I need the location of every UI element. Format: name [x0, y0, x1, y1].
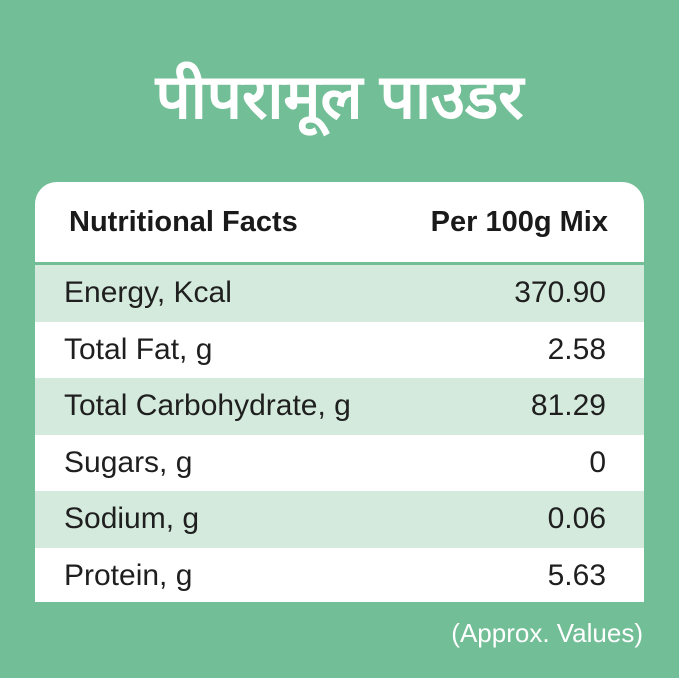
table-body: Energy, Kcal 370.90 Total Fat, g 2.58 Total …	[35, 265, 644, 602]
nutrient-name: Sugars, g	[64, 445, 193, 479]
table-header: Nutritional Facts Per 100g Mix	[35, 182, 644, 265]
title: पीपरामूल पाउडर	[155, 63, 524, 132]
nutrient-name: Total Carbohydrate, g	[64, 389, 351, 423]
table-row: Total Carbohydrate, g 81.29	[35, 378, 644, 435]
nutrient-value: 81.29	[530, 389, 606, 423]
table-row: Sodium, g 0.06	[35, 491, 644, 548]
table-row: Total Fat, g 2.58	[35, 322, 644, 379]
nutrient-name: Protein, g	[64, 558, 193, 592]
column-header: Per 100g Mix	[430, 205, 608, 238]
nutrient-value: 370.90	[514, 276, 606, 310]
nutrient-name: Energy, Kcal	[64, 276, 232, 310]
table-row: Protein, g 5.63	[35, 548, 644, 603]
nutrient-value: 0	[589, 445, 606, 479]
nutrient-value: 5.63	[547, 558, 606, 592]
nutrient-name: Total Fat, g	[64, 332, 213, 366]
table-row: Sugars, g 0	[35, 435, 644, 492]
nutrient-value: 2.58	[547, 332, 606, 366]
column-header: Nutritional Facts	[69, 205, 298, 238]
nutrient-value: 0.06	[547, 502, 606, 536]
nutrient-name: Sodium, g	[64, 502, 200, 536]
footnote: (Approx. Values)	[451, 618, 643, 648]
nutrition-table: Nutritional Facts Per 100g Mix Energy, K…	[35, 182, 644, 602]
table-row: Energy, Kcal 370.90	[35, 265, 644, 322]
